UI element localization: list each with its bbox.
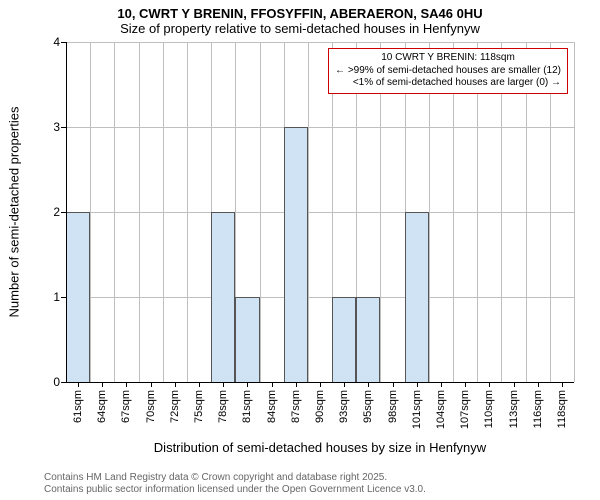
chart-bar (235, 297, 259, 382)
x-axis-label: Distribution of semi-detached houses by … (66, 440, 574, 455)
chart-bar (211, 212, 235, 382)
chart-bar (332, 297, 356, 382)
chart-bar (356, 297, 380, 382)
gridline-vertical (574, 42, 575, 382)
footer-line1: Contains HM Land Registry data © Crown c… (44, 472, 426, 484)
y-axis-label: Number of semi-detached properties (7, 107, 22, 318)
chart-bar (66, 212, 90, 382)
annotation-line2: ← >99% of semi-detached houses are small… (335, 65, 561, 78)
annotation-line1: 10 CWRT Y BRENIN: 118sqm (335, 52, 561, 65)
footer-line2: Contains public sector information licen… (44, 484, 426, 496)
chart-title-line1: 10, CWRT Y BRENIN, FFOSYFFIN, ABERAERON,… (0, 6, 600, 21)
chart-bar (405, 212, 429, 382)
chart-title-line2: Size of property relative to semi-detach… (0, 21, 600, 36)
chart-bar (284, 127, 308, 382)
chart-plot-area: 01234 61sqm64sqm67sqm70sqm72sqm75sqm78sq… (66, 42, 574, 382)
annotation-line3: <1% of semi-detached houses are larger (… (335, 77, 561, 90)
x-axis-line (66, 382, 574, 383)
chart-title-block: 10, CWRT Y BRENIN, FFOSYFFIN, ABERAERON,… (0, 0, 600, 36)
chart-footer: Contains HM Land Registry data © Crown c… (44, 472, 426, 496)
chart-annotation-box: 10 CWRT Y BRENIN: 118sqm ← >99% of semi-… (328, 48, 568, 94)
y-axis-line (66, 42, 67, 382)
